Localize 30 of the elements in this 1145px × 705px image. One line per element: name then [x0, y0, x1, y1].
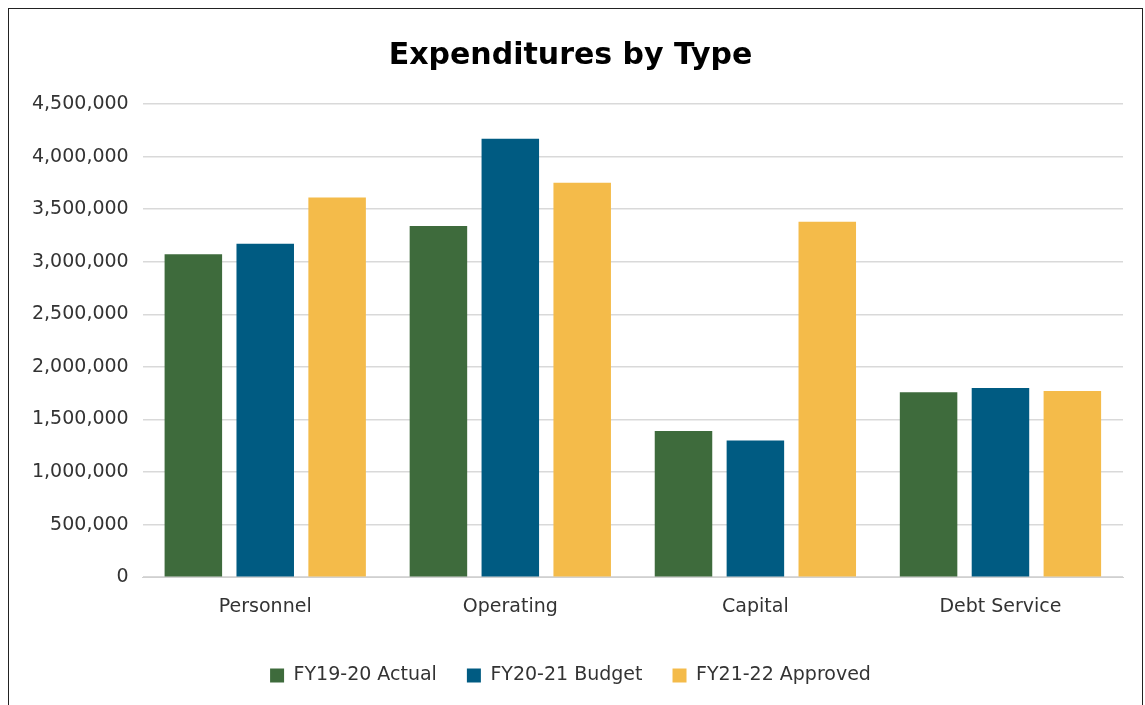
- y-tick-label: 3,500,000: [31, 196, 129, 219]
- x-tick-label: Debt Service: [939, 593, 1062, 616]
- x-tick-label: Personnel: [218, 593, 312, 616]
- bar: [1043, 391, 1102, 577]
- y-tick-label: 0: [116, 564, 129, 587]
- y-tick-label: 2,000,000: [31, 353, 129, 376]
- bar: [553, 182, 611, 577]
- y-tick-label: 3,000,000: [31, 248, 129, 271]
- bar: [164, 254, 223, 577]
- y-tick-label: 1,500,000: [31, 406, 129, 429]
- bar: [308, 197, 366, 577]
- chart-title: Expenditures by Type: [388, 35, 753, 71]
- bar: [236, 243, 294, 577]
- y-tick-label: 500,000: [50, 511, 129, 534]
- y-tick-label: 4,000,000: [31, 143, 129, 166]
- bar: [726, 440, 785, 577]
- x-tick-label: Operating: [462, 593, 558, 616]
- y-tick-label: 1,000,000: [31, 458, 129, 481]
- y-tick-label: 4,500,000: [31, 90, 129, 113]
- x-tick-label: Capital: [722, 593, 789, 616]
- bar: [481, 138, 540, 577]
- bar: [971, 387, 1030, 577]
- y-tick-label: 2,500,000: [31, 301, 129, 324]
- legend-label: FY19-20 Actual: [293, 662, 437, 685]
- bar: [899, 392, 958, 577]
- bar: [409, 225, 468, 577]
- legend-label: FY20-21 Budget: [490, 662, 643, 685]
- bar: [798, 221, 857, 577]
- bar: [654, 431, 713, 577]
- legend-label: FY21-22 Approved: [696, 662, 871, 685]
